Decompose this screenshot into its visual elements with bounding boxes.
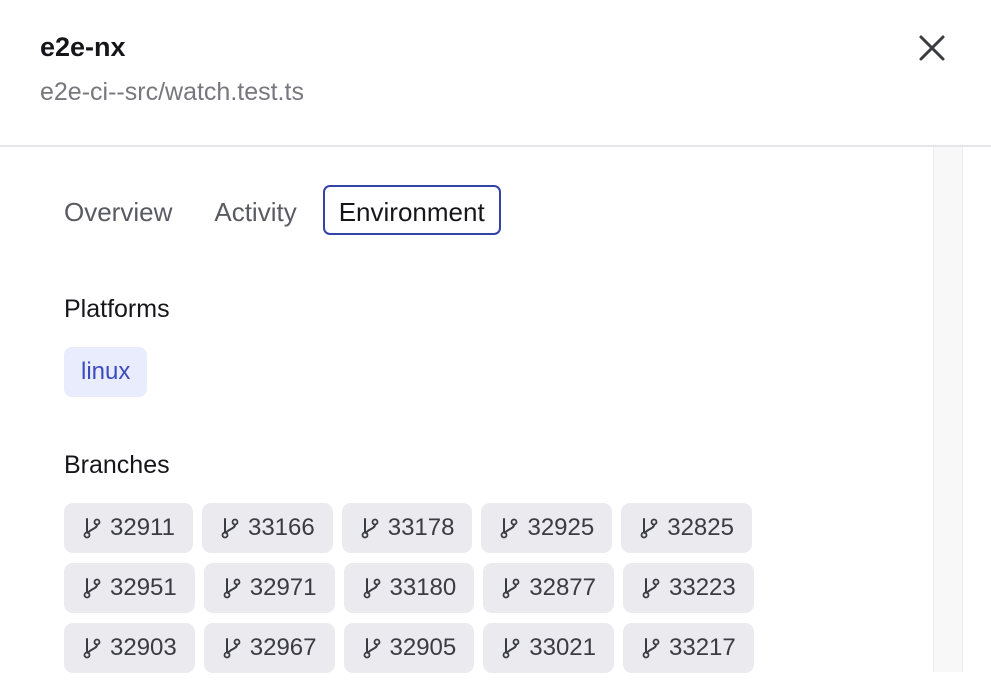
- git-branch-icon: [83, 578, 101, 599]
- tab-activity[interactable]: Activity: [214, 197, 297, 227]
- platform-chip: linux: [64, 347, 148, 397]
- branch-label: 33217: [669, 634, 736, 661]
- branch-label: 33166: [247, 514, 315, 541]
- branch-chip[interactable]: 32903: [64, 623, 195, 673]
- git-branch-icon: [83, 638, 101, 659]
- branch-chip[interactable]: 33217: [623, 623, 754, 673]
- branch-chip[interactable]: 33166: [201, 503, 333, 553]
- branch-row: 32911 33166 33178 32925 32825: [64, 503, 754, 553]
- branch-chip[interactable]: 33180: [343, 563, 475, 613]
- branch-row: 32903 32967 32905 33021 33217: [64, 623, 754, 673]
- branch-label: 33223: [669, 574, 736, 601]
- git-branch-icon: [223, 638, 241, 659]
- tab-bar: Overview Activity Environment: [48, 185, 501, 235]
- branch-label: 32911: [110, 514, 175, 541]
- branch-label: 33178: [387, 514, 455, 541]
- git-branch-icon: [642, 638, 660, 659]
- tab-overview[interactable]: Overview: [64, 197, 173, 227]
- branch-label: 32967: [249, 634, 317, 661]
- branch-label: 32925: [527, 514, 595, 541]
- branch-chip[interactable]: 32905: [343, 623, 475, 673]
- branch-chip[interactable]: 32971: [203, 563, 335, 613]
- git-branch-icon: [502, 578, 520, 599]
- git-branch-icon: [221, 518, 239, 539]
- branch-chip[interactable]: 32825: [621, 503, 752, 553]
- branch-chip[interactable]: 33021: [483, 623, 614, 673]
- git-branch-icon: [83, 518, 101, 539]
- git-branch-icon: [361, 518, 379, 539]
- branch-list: 32911 33166 33178 32925 32825 32951 32971 33180…: [64, 503, 754, 683]
- git-branch-icon: [642, 578, 660, 599]
- branch-chip[interactable]: 32951: [64, 563, 195, 613]
- branch-chip[interactable]: 32967: [203, 623, 335, 673]
- panel-subtitle: e2e-ci--src/watch.test.ts: [40, 78, 304, 106]
- branch-chip[interactable]: 33178: [341, 503, 473, 553]
- branch-label: 32903: [110, 634, 177, 661]
- panel-title: e2e-nx: [40, 32, 126, 62]
- branch-chip[interactable]: 32911: [64, 503, 193, 553]
- git-branch-icon: [501, 518, 518, 539]
- platforms-heading: Platforms: [64, 295, 170, 323]
- scrollbar[interactable]: [933, 147, 963, 672]
- branch-chip[interactable]: 32925: [481, 503, 613, 553]
- branch-label: 32951: [110, 574, 177, 601]
- close-icon: [919, 35, 945, 61]
- branch-label: 32905: [389, 634, 457, 661]
- panel-header: e2e-nx e2e-ci--src/watch.test.ts: [0, 0, 991, 147]
- git-branch-icon: [640, 518, 658, 539]
- branch-chip[interactable]: 33223: [623, 563, 754, 613]
- close-button[interactable]: [914, 30, 950, 66]
- git-branch-icon: [363, 638, 380, 659]
- branch-label: 32971: [249, 574, 317, 601]
- branch-label: 32877: [529, 574, 596, 601]
- tab-environment[interactable]: Environment: [322, 185, 501, 235]
- git-branch-icon: [502, 638, 520, 659]
- branch-label: 33021: [529, 634, 596, 661]
- branch-chip[interactable]: 32877: [483, 563, 614, 613]
- branches-heading: Branches: [64, 451, 170, 479]
- git-branch-icon: [363, 578, 380, 599]
- git-branch-icon: [223, 578, 241, 599]
- branch-row: 32951 32971 33180 32877 33223: [64, 563, 754, 613]
- branch-label: 33180: [389, 574, 457, 601]
- branch-label: 32825: [667, 514, 734, 541]
